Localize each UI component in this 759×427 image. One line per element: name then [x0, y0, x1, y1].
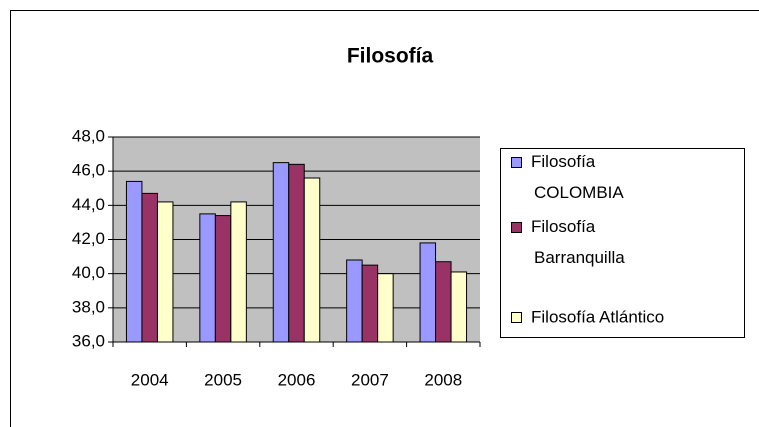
bar	[156, 201, 174, 343]
legend-line: COLOMBIA	[534, 183, 624, 202]
legend-label: Filosofía Atlántico	[531, 307, 664, 326]
x-tick-label: 2004	[131, 370, 169, 389]
bar	[346, 259, 363, 343]
bar	[288, 163, 305, 343]
bar	[199, 213, 216, 343]
legend	[500, 148, 745, 338]
y-tick-label: 38,0	[72, 297, 105, 316]
bar	[377, 273, 394, 343]
bar	[361, 264, 379, 343]
x-tick-label: 2005	[204, 370, 242, 389]
legend-line: Barranquilla	[534, 248, 625, 267]
bar	[303, 177, 321, 343]
bar	[141, 192, 158, 343]
legend-swatch	[511, 157, 522, 168]
legend-line: Filosofía	[531, 217, 596, 236]
y-tick-label: 42,0	[72, 229, 105, 248]
bar	[419, 242, 437, 343]
y-tick-label: 44,0	[72, 195, 105, 214]
x-tick-label: 2006	[278, 370, 316, 389]
y-tick-label: 36,0	[72, 331, 105, 350]
legend-swatch	[511, 312, 522, 323]
x-tick-label: 2008	[424, 370, 462, 389]
legend-swatch	[511, 222, 522, 233]
bar	[230, 201, 247, 343]
y-tick-label: 46,0	[72, 161, 105, 180]
legend-line: Filosofía	[531, 152, 596, 171]
bar	[450, 271, 468, 343]
bar	[125, 180, 143, 343]
legend-label: Filosofía Barranquilla	[531, 217, 625, 267]
bar	[435, 261, 452, 343]
legend-label: Filosofía COLOMBIA	[531, 152, 624, 202]
bar	[272, 162, 290, 343]
x-tick-label: 2007	[351, 370, 389, 389]
y-tick-label: 48,0	[72, 126, 105, 145]
y-tick-label: 40,0	[72, 263, 105, 282]
chart-title: Filosofía	[347, 45, 434, 68]
bar	[214, 215, 232, 343]
